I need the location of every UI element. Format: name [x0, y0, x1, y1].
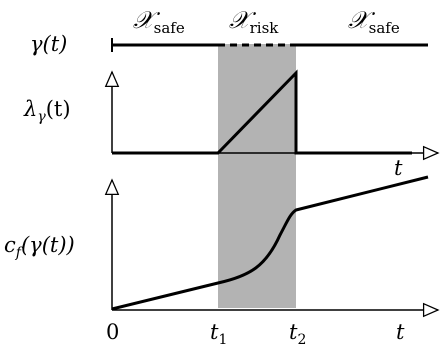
lambda-curve [112, 69, 412, 155]
origin-label: 0 [106, 320, 119, 344]
lambda-label: λγ(t) [23, 97, 71, 125]
region-label-right: 𝒳safe [348, 6, 400, 37]
cost-curve [111, 175, 429, 311]
gamma-label: γ(t) [30, 32, 67, 56]
region-label-left: 𝒳safe [133, 6, 185, 37]
lambda-t-axis-label: t [394, 156, 403, 180]
region-label-middle: 𝒳risk [229, 6, 279, 37]
t2-label: t2 [289, 320, 306, 348]
cost-t-axis-label: t [396, 320, 405, 344]
cost-label: cf(γ(t)) [4, 233, 75, 261]
t1-label: t1 [210, 320, 227, 348]
